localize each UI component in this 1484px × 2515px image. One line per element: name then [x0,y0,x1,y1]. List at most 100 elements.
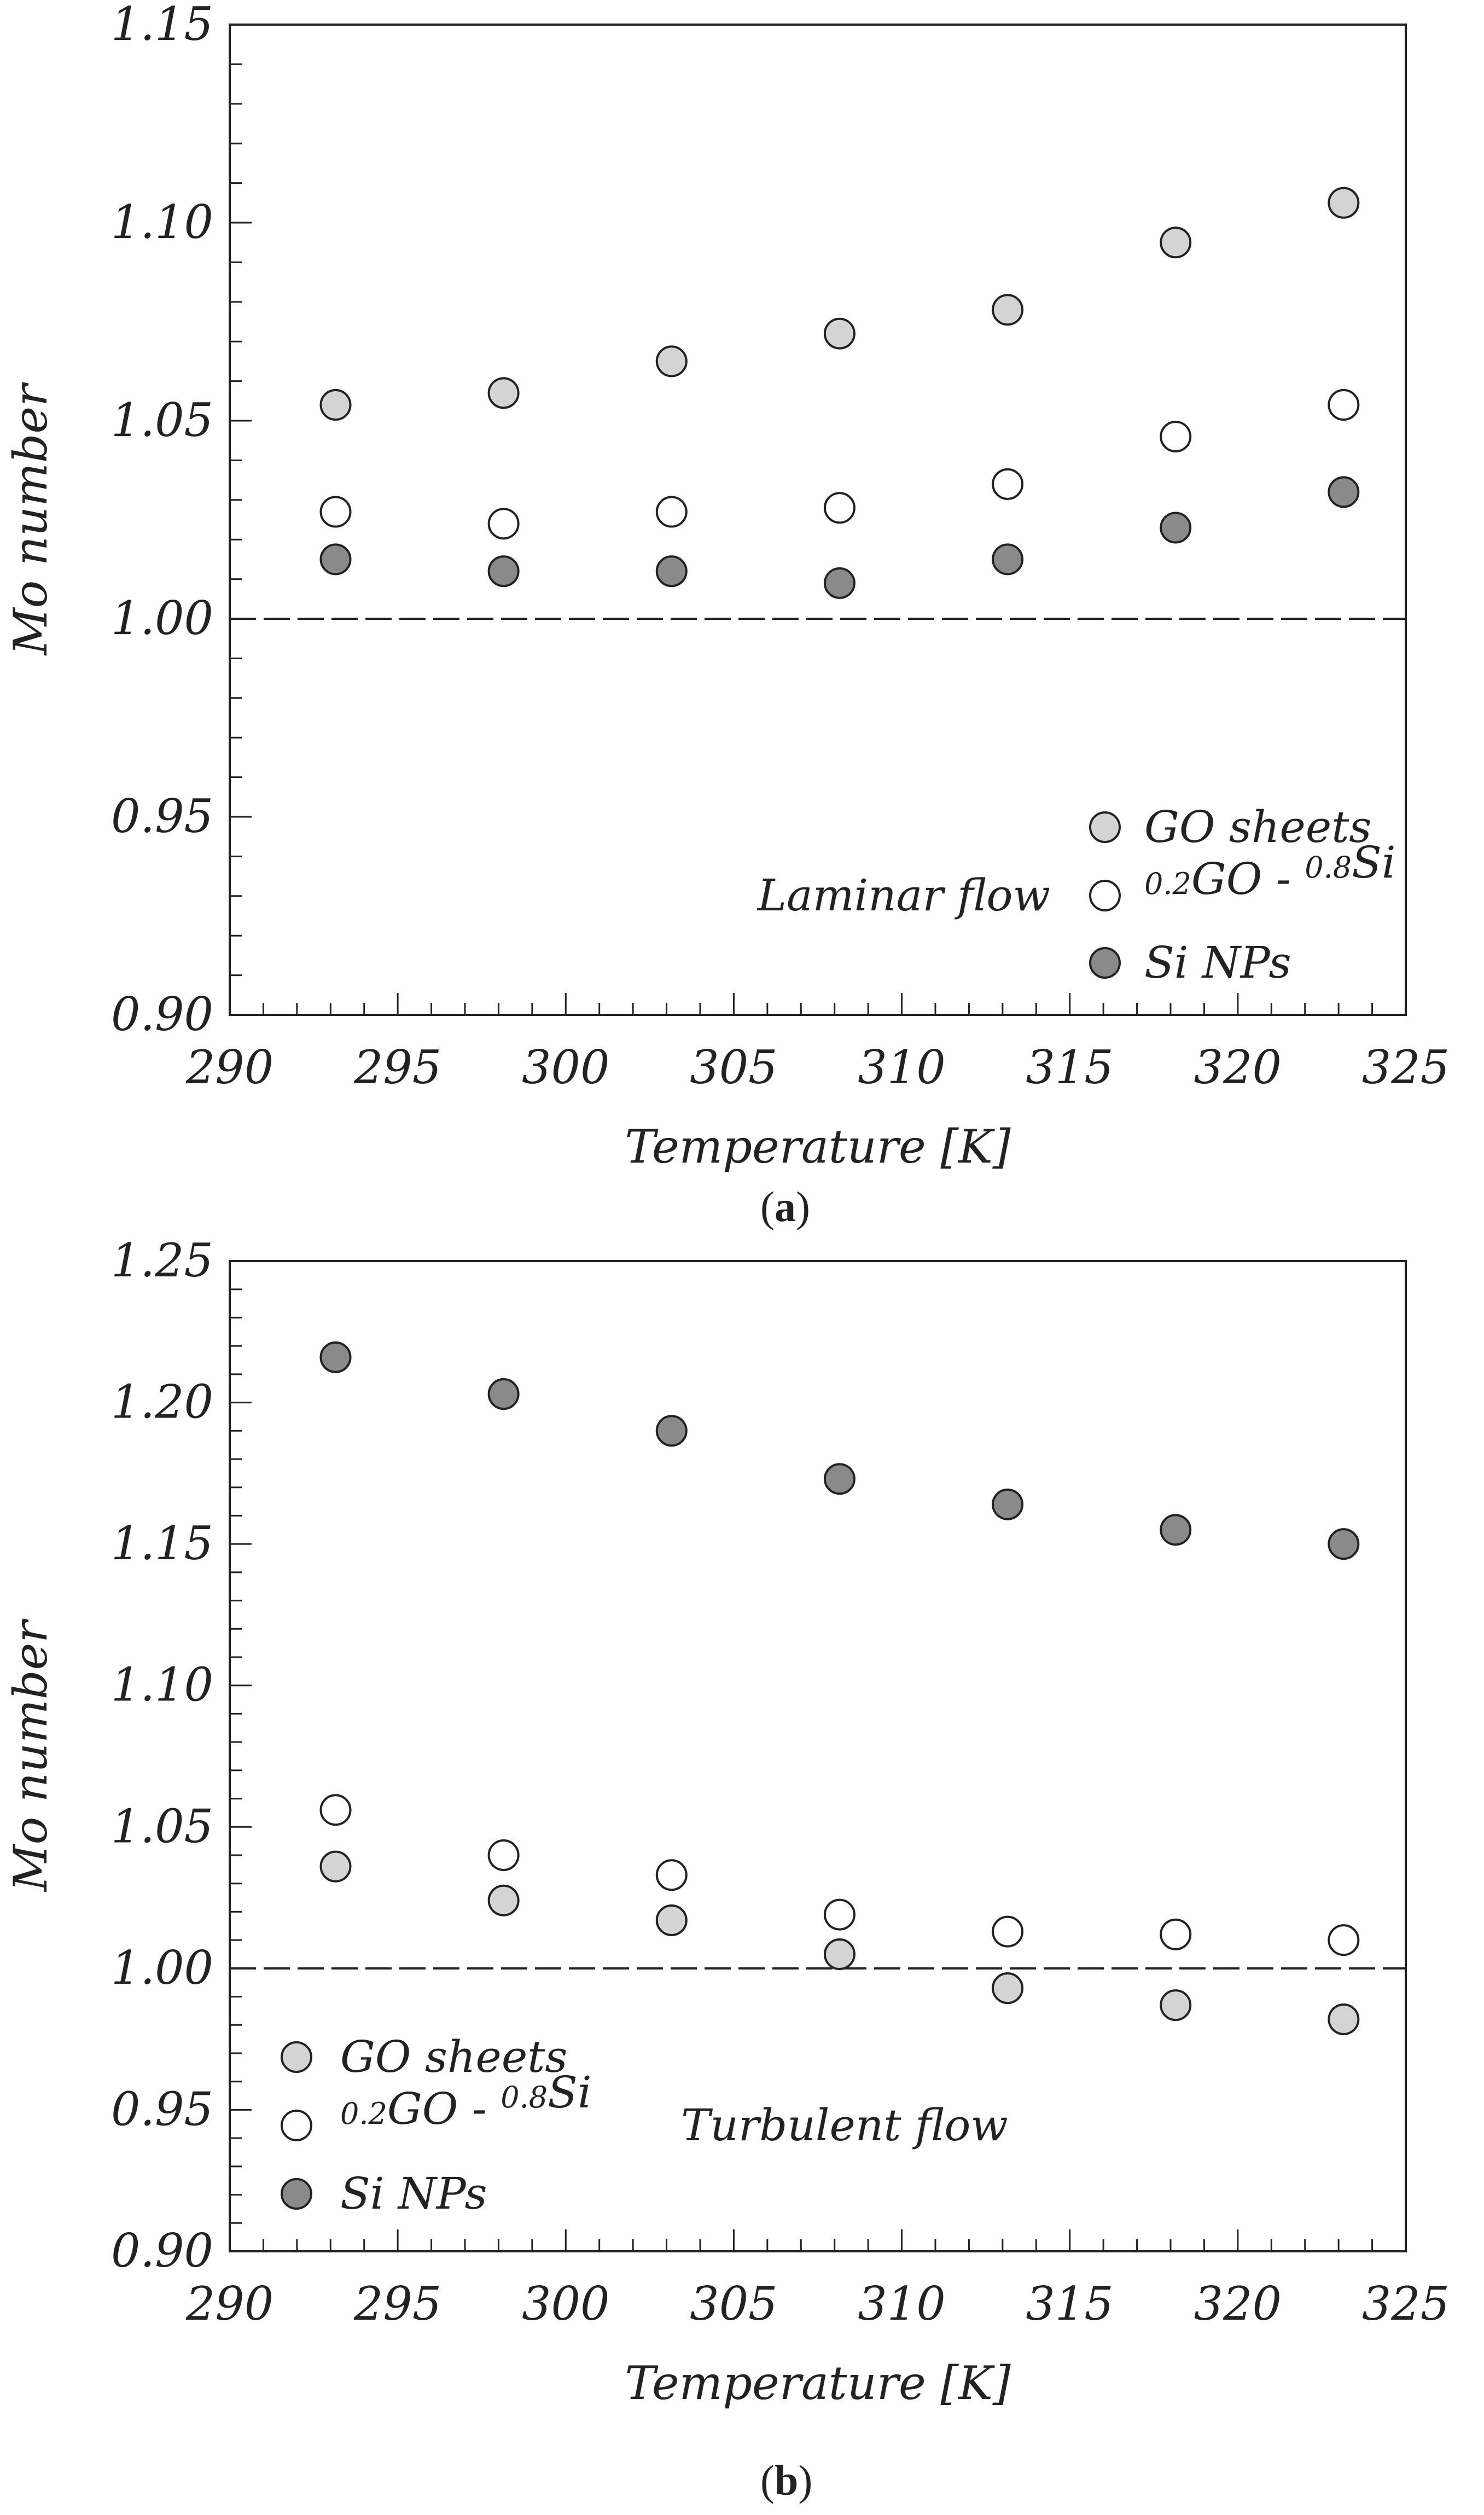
chart-panel-a: 290 295 300 305 310 315 320 325 0.90 0.95 1.00 1.05… [4,0,1450,1230]
data-point [319,1341,352,1373]
data-point [823,1938,856,1970]
y-tick-label: 0.90 [111,2224,213,2278]
x-tick-label: 295 [353,2277,441,2331]
legend-marker [1089,811,1121,843]
data-point [319,496,352,528]
data-point [655,555,688,588]
data-point [319,389,352,421]
legend-label: Si NPs [1144,937,1291,988]
y-tick-label: 1.00 [111,591,213,645]
series-1 [319,389,1360,540]
panel-label: (a) [760,1183,810,1230]
y-tick-label: 1.20 [111,1375,213,1429]
panel-label: (b) [760,2456,812,2504]
plot-frame [229,24,1407,1016]
x-tick-label: 315 [1026,2277,1114,2331]
data-point [487,377,520,409]
legend-label: Si NPs [340,2168,487,2219]
data-point [1328,389,1360,421]
x-tick-label: 320 [1194,2277,1282,2331]
plot-frame [229,1260,1407,2252]
legend-label: GO sheets [1144,801,1371,852]
data-point [823,1898,856,1931]
data-point [487,1839,520,1871]
data-point [655,1904,688,1936]
x-tick-label: 305 [690,1041,777,1094]
data-point [487,508,520,540]
y-tick-label: 1.00 [111,1941,213,1995]
legend-marker [281,2178,312,2210]
data-point [1328,1924,1360,1956]
series-1 [319,1794,1360,1956]
flow-annotation: Turbulent flow [681,2100,1008,2151]
x-tick-label: 310 [858,1041,945,1094]
data-point [1160,1918,1192,1950]
data-point [1160,226,1192,259]
y-tick-label: 1.10 [111,195,213,249]
y-tick-label: 1.15 [111,0,213,51]
x-axis-title: Temperature [K] [625,1120,1011,1174]
x-tick-label: 290 [185,1041,273,1094]
data-point [1160,1514,1192,1546]
x-tick-label: 320 [1194,1041,1282,1094]
x-tick-label: 295 [353,1041,441,1094]
data-point [487,555,520,588]
y-axis-title: Mo number [4,1618,57,1893]
y-tick-label: 1.05 [111,393,213,447]
data-point [1160,512,1192,544]
y-axis-title: Mo number [4,382,57,657]
data-point [992,294,1024,326]
data-point [655,345,688,377]
x-tick-label: 300 [522,2277,609,2331]
data-point [319,1794,352,1826]
flow-annotation: Laminar flow [756,870,1050,921]
legend-label: GO sheets [340,2031,567,2082]
data-point [823,567,856,599]
data-point [992,1915,1024,1948]
y-tick-label: 0.90 [111,988,213,1041]
data-point [1160,420,1192,452]
y-tick-label: 0.95 [111,789,213,843]
data-point [992,468,1024,500]
y-tick-label: 1.05 [111,1799,213,1853]
series-0 [319,187,1360,421]
x-tick-label: 290 [185,2277,273,2331]
data-point [487,1884,520,1916]
data-point [319,543,352,576]
x-tick-label: 325 [1362,2277,1450,2331]
data-point [655,496,688,528]
data-point [655,1415,688,1447]
legend-marker [1089,947,1121,979]
series-0 [319,1850,1360,2035]
data-point [992,1972,1024,2005]
data-point [487,1378,520,1410]
y-tick-label: 1.10 [111,1658,213,1712]
data-point [1160,1989,1192,2022]
x-tick-label: 310 [858,2277,945,2331]
legend-marker [281,2041,312,2073]
data-point [655,1859,688,1891]
data-point [823,1463,856,1495]
x-tick-label: 300 [522,1041,609,1094]
data-point [1328,2003,1360,2035]
data-point [319,1850,352,1883]
data-point [992,543,1024,576]
x-axis-title: Temperature [K] [625,2356,1011,2410]
x-tick-label: 305 [690,2277,777,2331]
y-tick-label: 0.95 [111,2082,213,2136]
x-tick-label: 325 [1362,1041,1450,1094]
x-tick-label: 315 [1026,1041,1114,1094]
legend-marker [281,2110,312,2141]
series-2 [319,476,1360,599]
data-point [823,492,856,524]
data-point [1328,187,1360,219]
legend-marker [1089,880,1121,911]
y-tick-label: 1.25 [111,1234,213,1287]
data-point [1328,476,1360,508]
legend-label: 0.2GO - 0.8Si [340,2067,592,2134]
data-point [992,1488,1024,1520]
data-point [823,317,856,350]
